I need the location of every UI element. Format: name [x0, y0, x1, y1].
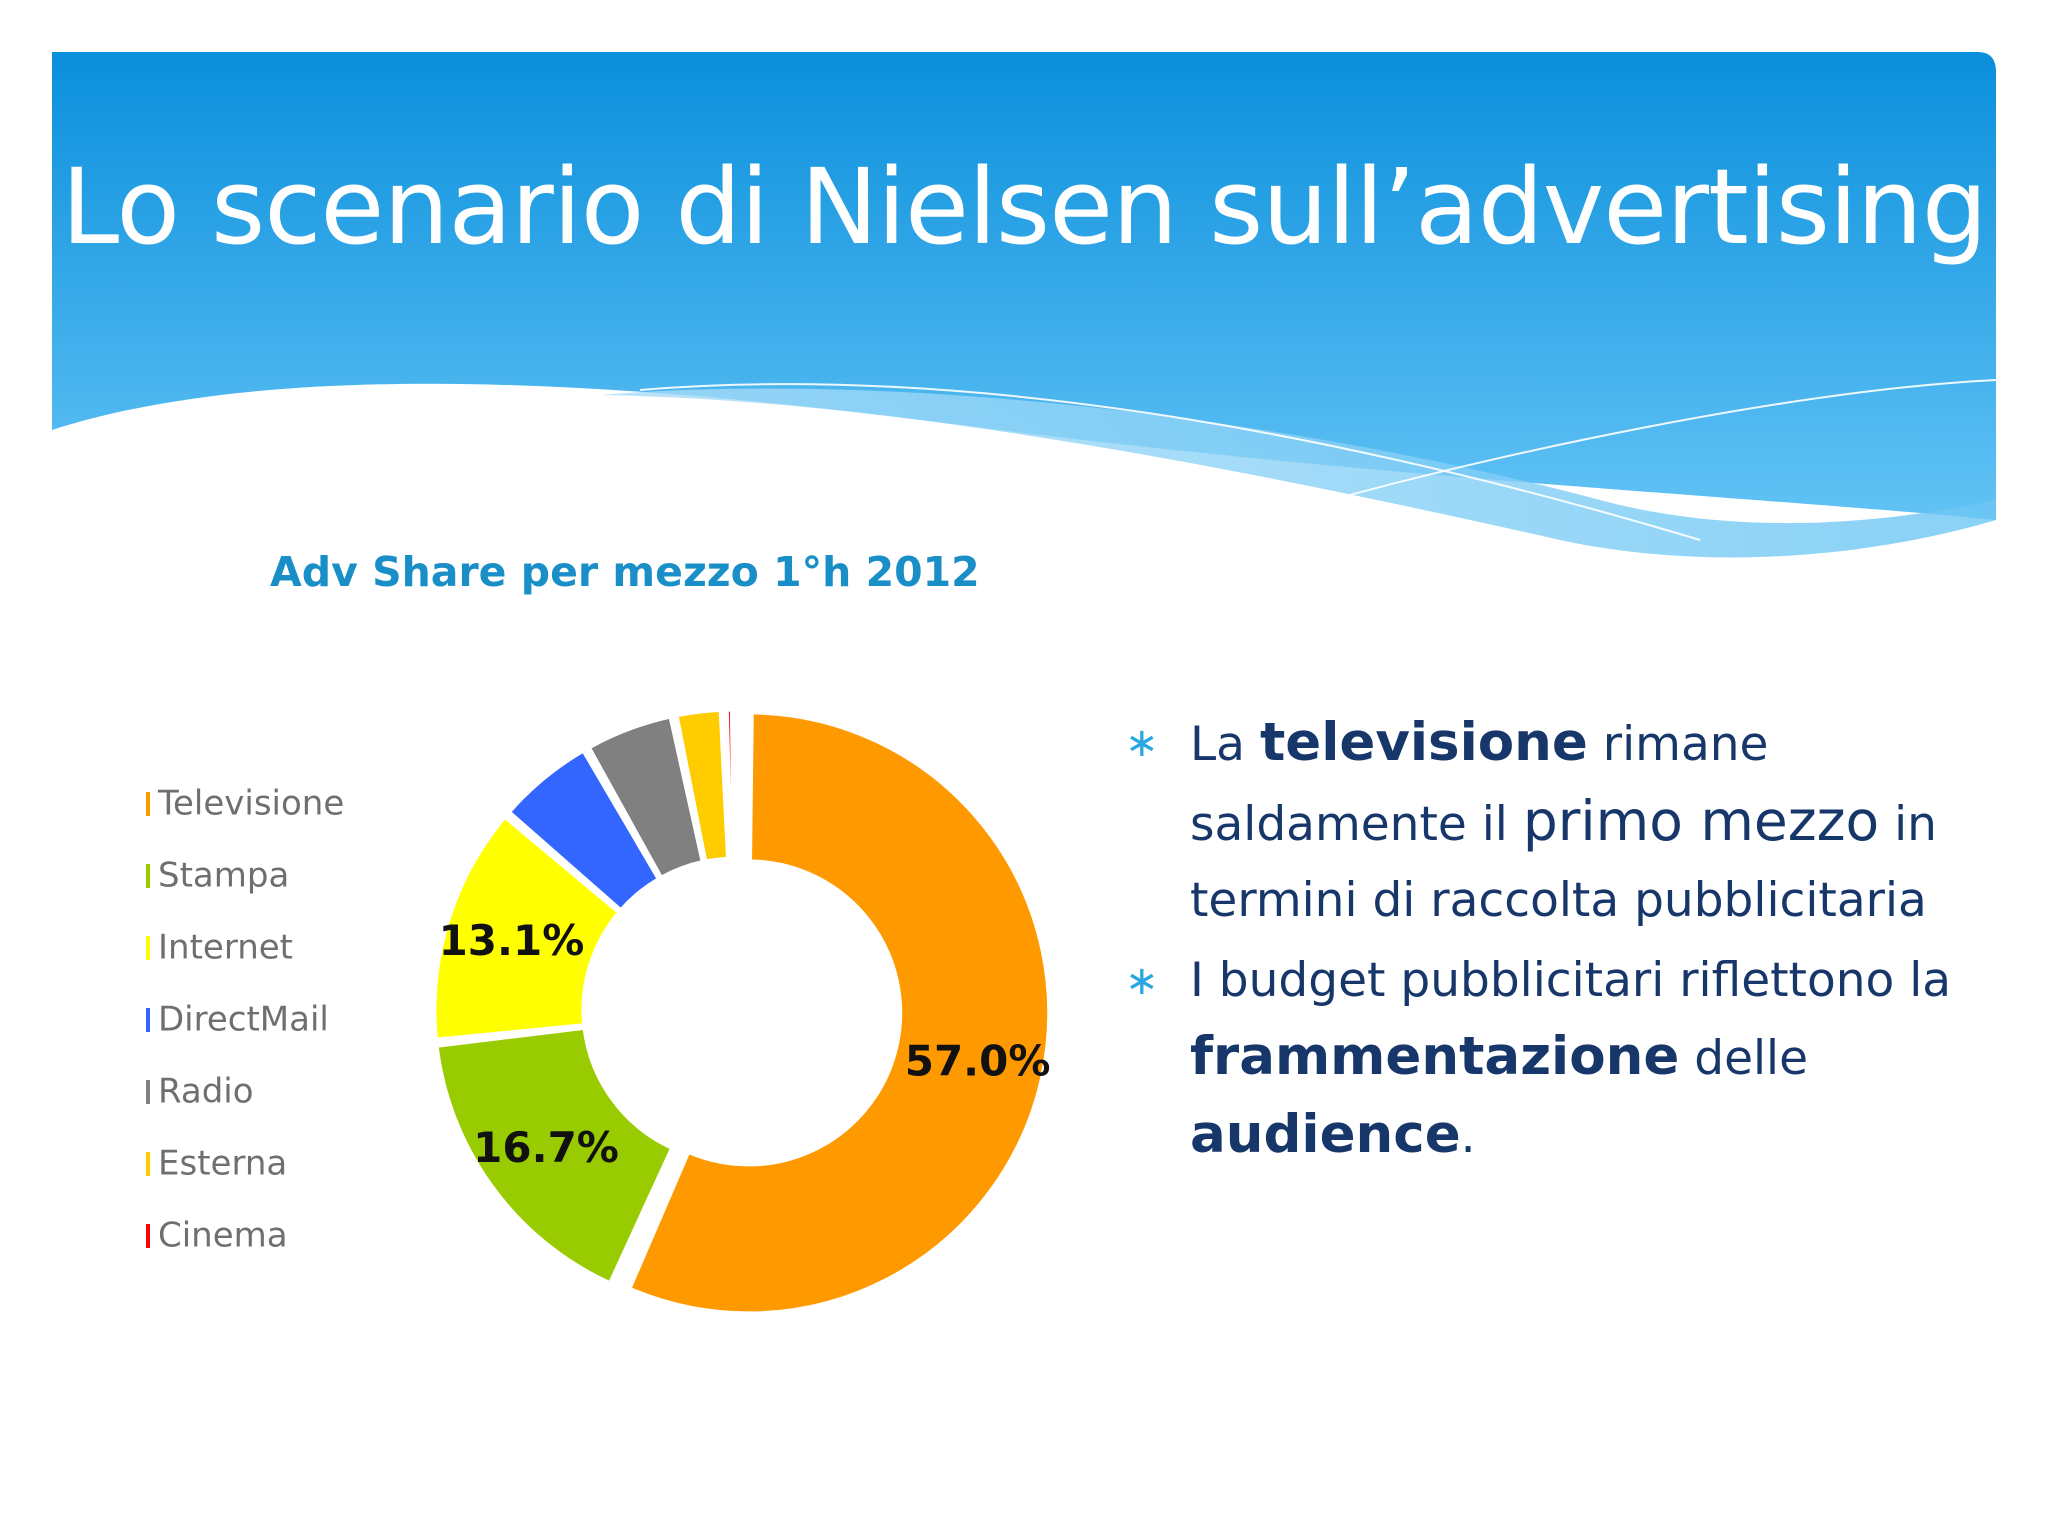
legend-item-stampa: Stampa: [146, 854, 290, 896]
legend-item-cinema: Cinema: [146, 1214, 288, 1256]
legend-swatch: [146, 863, 150, 888]
bullet-marker-icon: ∗: [1125, 958, 1159, 1004]
legend-item-televisione: Televisione: [146, 782, 345, 824]
bullet-list: ∗ La televisione rimane saldamente il pri…: [1125, 705, 2005, 1175]
donut-chart: 57.0% 16.7% 13.1%: [433, 708, 1051, 1315]
data-label-stampa: 16.7%: [473, 1123, 619, 1172]
legend-swatch: [146, 791, 150, 816]
legend-item-internet: Internet: [146, 926, 294, 968]
bullet-item: ∗ La televisione rimane saldamente il pri…: [1125, 705, 2005, 939]
legend-swatch: [146, 1007, 150, 1032]
legend-item-directmail: DirectMail: [146, 998, 329, 1040]
bullet-text-segment: delle: [1679, 1031, 1809, 1086]
legend-label: Radio: [158, 1071, 254, 1112]
legend-swatch: [146, 1079, 150, 1104]
donut-slice-cinema: [725, 708, 735, 860]
legend-item-radio: Radio: [146, 1070, 254, 1112]
legend-label: Televisione: [158, 783, 345, 824]
bullet-text-segment: televisione: [1259, 712, 1588, 773]
donut-slice-stampa: [435, 1026, 674, 1285]
legend-swatch: [146, 1223, 150, 1248]
legend-label: Internet: [158, 927, 294, 968]
data-label-televisione: 57.0%: [905, 1037, 1051, 1086]
legend-item-esterna: Esterna: [146, 1142, 288, 1184]
donut-slice-directmail: [507, 749, 661, 912]
legend-label: Cinema: [158, 1215, 288, 1256]
bullet-item: ∗ I budget pubblicitari riflettono la fra…: [1125, 943, 2005, 1175]
title-banner: [52, 52, 1997, 558]
legend-label: DirectMail: [158, 999, 329, 1040]
data-label-internet: 13.1%: [439, 916, 585, 965]
bullet-text-segment: in termini di raccolta pubblicitaria: [1190, 797, 1937, 928]
legend-swatch: [146, 1151, 150, 1176]
donut-slice-internet: [433, 815, 621, 1041]
bullet-text-segment: .: [1460, 1109, 1476, 1164]
bullet-text-segment: primo mezzo: [1522, 789, 1880, 853]
legend-label: Stampa: [158, 855, 290, 896]
legend-swatch: [146, 935, 150, 960]
bullet-text-segment: audience: [1190, 1104, 1461, 1165]
bullet-text-segment: rimane saldamente il: [1190, 717, 1769, 852]
donut-slice-esterna: [675, 708, 730, 863]
bullet-marker-icon: ∗: [1125, 720, 1159, 766]
chart-title: Adv Share per mezzo 1°h 2012: [270, 548, 980, 596]
bullet-text-segment: frammentazione: [1190, 1026, 1680, 1087]
donut-slice-televisione: [628, 711, 1051, 1315]
legend-label: Esterna: [158, 1143, 288, 1184]
slide-title: Lo scenario di Nielsen sull’advertising: [61, 146, 1987, 268]
bullet-text-segment: I budget pubblicitari riflettono la: [1190, 953, 1952, 1008]
bullet-text-segment: La: [1190, 717, 1260, 772]
donut-slice-radio: [587, 715, 704, 880]
